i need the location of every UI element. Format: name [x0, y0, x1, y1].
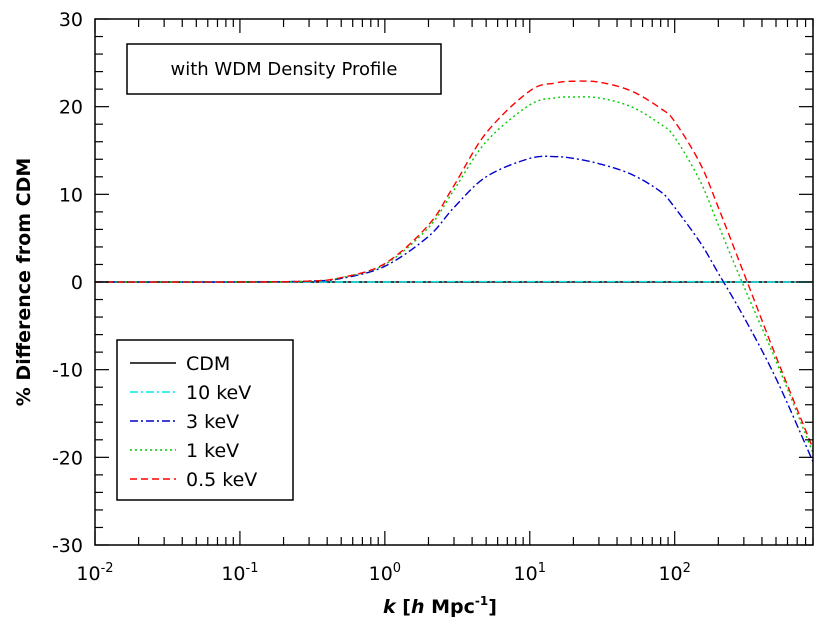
y-tick-label: -10 — [52, 360, 83, 382]
plot-area-frame — [94, 18, 814, 546]
x-axis-title-exponent: -1 — [475, 594, 488, 608]
x-axis-title-h: h — [411, 596, 425, 618]
legend-items: CDM 10 keV 3 keV 1 keV 0.5 keV — [130, 353, 257, 491]
annotation-frame — [126, 43, 442, 95]
series-line-1-kev — [94, 96, 814, 454]
x-axis-title-close: ] — [488, 596, 497, 618]
legend: CDM 10 keV 3 keV 1 keV 0.5 keV — [116, 339, 294, 501]
x-tick-label: 100 — [369, 561, 401, 585]
y-axis-title: % Difference from CDM — [13, 158, 35, 406]
y-tick-label: 30 — [59, 9, 83, 31]
x-axis-title-open: [ — [396, 596, 411, 618]
y-tick-label: -30 — [52, 535, 83, 557]
y-tick-label: -20 — [52, 447, 83, 469]
series-line-10-kev — [94, 280, 814, 283]
legend-frame — [116, 339, 294, 501]
annotation-box: with WDM Density Profile — [126, 43, 442, 95]
annotation-text: with WDM Density Profile — [171, 59, 398, 80]
x-axis-title: k [h Mpc-1] — [383, 594, 497, 618]
series-line-0.5-kev — [94, 80, 814, 449]
legend-label: CDM — [186, 353, 230, 375]
x-axis-title-mpc: Mpc — [425, 596, 475, 618]
legend-label: 3 keV — [186, 411, 239, 433]
legend-label: 10 keV — [186, 382, 251, 404]
x-tick-label: 10-1 — [221, 561, 258, 585]
y-tick-label: 20 — [59, 97, 83, 119]
y-tick-label: 10 — [59, 184, 83, 206]
y-tick-label: 0 — [71, 272, 83, 294]
x-tick-label: 101 — [514, 561, 546, 585]
x-tick-label: 102 — [658, 561, 690, 585]
series-line-3-kev — [94, 155, 814, 463]
x-axis-title-k: k — [383, 596, 397, 618]
x-tick-label: 10-2 — [76, 561, 113, 585]
series-layer — [94, 80, 814, 463]
legend-label: 1 keV — [186, 440, 239, 462]
legend-label: 0.5 keV — [186, 469, 257, 491]
